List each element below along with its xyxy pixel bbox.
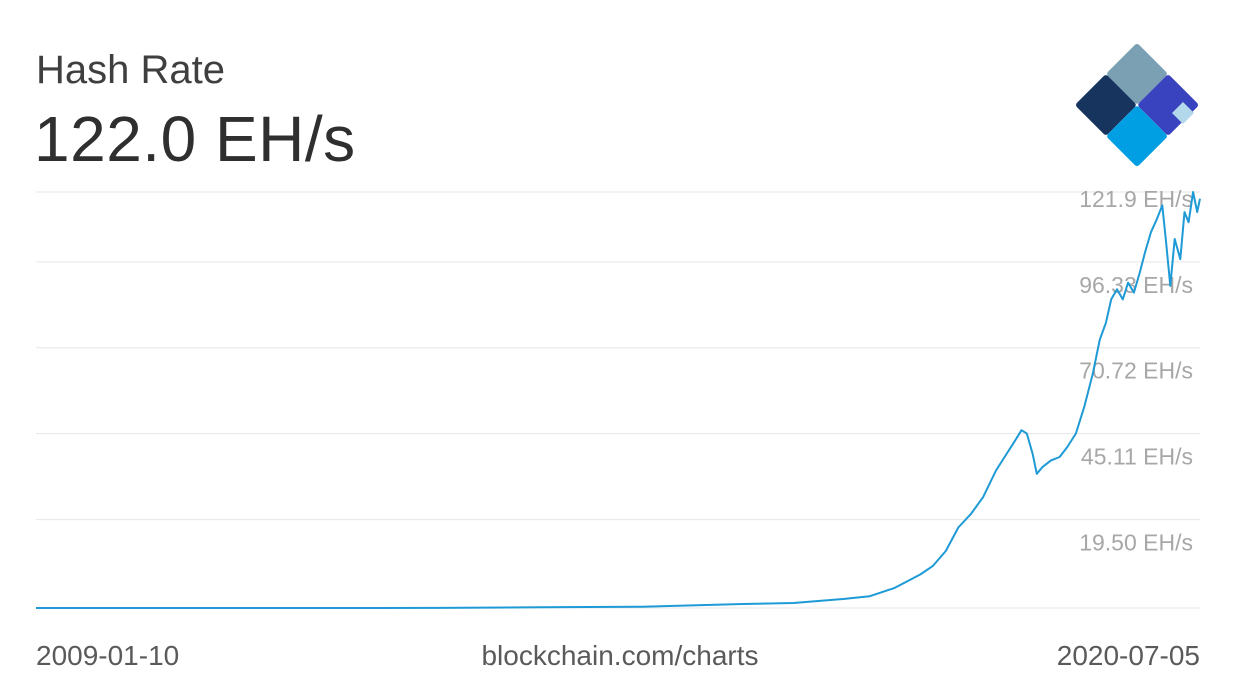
current-hash-rate-value: 122.0 EH/s: [34, 103, 356, 175]
source-link[interactable]: blockchain.com/charts: [481, 640, 759, 671]
chart-gridlines: [36, 191, 1200, 609]
y-axis-tick-labels: 19.50 EH/s45.11 EH/s70.72 EH/s96.33 EH/s…: [1079, 186, 1193, 556]
logo-tile-left: [1076, 75, 1136, 135]
hash-rate-series-line: [36, 191, 1201, 609]
y-tick-label: 19.50 EH/s: [1079, 530, 1193, 556]
logo-tile-bottom: [1107, 106, 1167, 166]
y-tick-label: 45.11 EH/s: [1081, 444, 1193, 470]
chart-title: Hash Rate: [36, 48, 225, 92]
logo-tile-top: [1107, 44, 1167, 104]
y-tick-label: 70.72 EH/s: [1079, 358, 1193, 384]
x-axis-end-date: 2020-07-05: [1056, 640, 1200, 671]
x-axis-start-date: 2009-01-10: [36, 640, 180, 671]
logo-tile-light: [1172, 102, 1194, 124]
blockchain-logo-icon: [1076, 44, 1200, 166]
y-tick-label: 121.9 EH/s: [1079, 186, 1193, 212]
